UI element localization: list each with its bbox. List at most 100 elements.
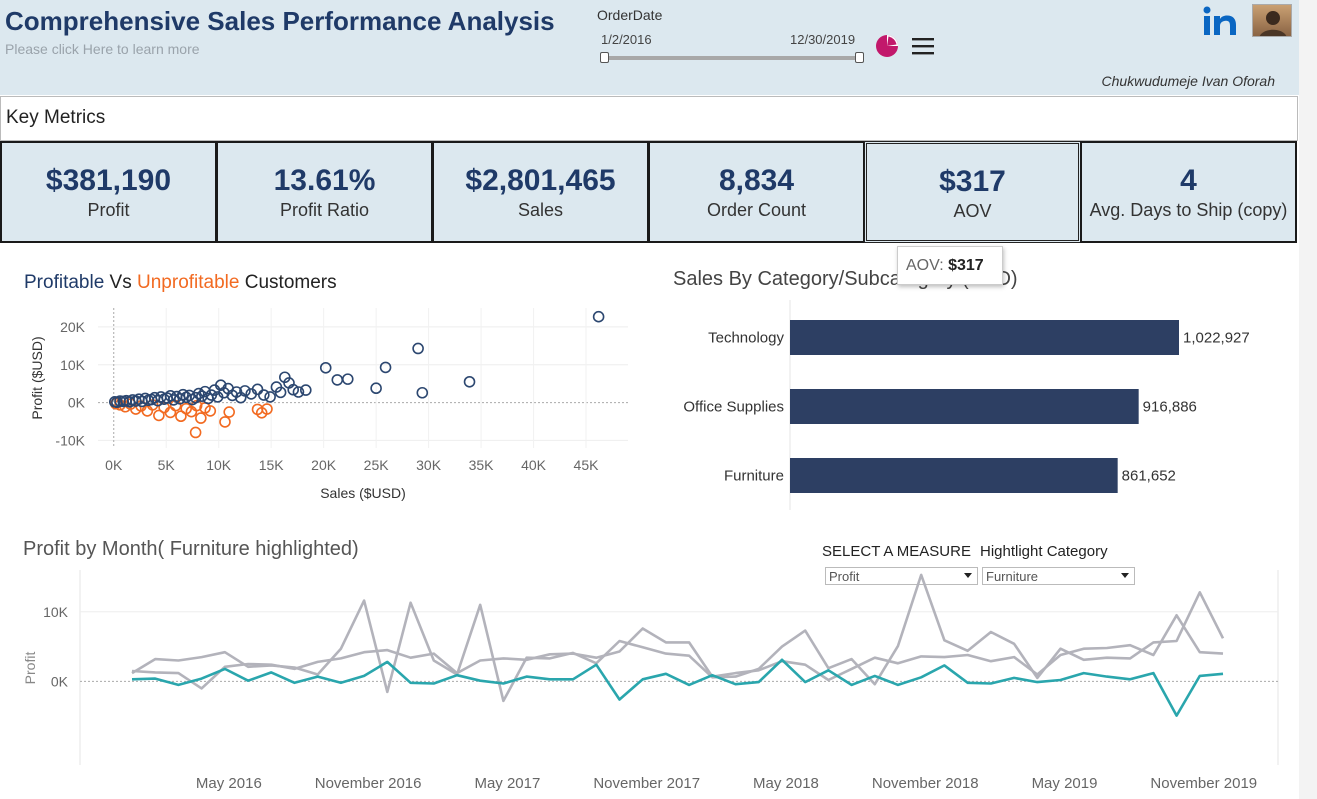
scrollbar[interactable]	[1299, 0, 1317, 799]
kpi-value: $381,190	[45, 164, 172, 197]
select-measure-label: SELECT A MEASURE	[822, 543, 971, 560]
dashboard-header: Comprehensive Sales Performance Analysis…	[0, 0, 1299, 95]
bar-value-label: 916,886	[1143, 399, 1197, 416]
bar-category-label: Office Supplies	[683, 399, 784, 416]
order-date-slider-track[interactable]	[605, 56, 860, 60]
measure-dropdown[interactable]: Profit	[825, 567, 978, 585]
menu-icon[interactable]	[911, 36, 935, 56]
category-dropdown[interactable]: Furniture	[982, 567, 1135, 585]
profitable-point	[258, 389, 270, 401]
unprofitable-point	[223, 406, 235, 418]
profitable-point	[370, 382, 382, 395]
kpi-card-sales[interactable]: $2,801,465 Sales	[432, 141, 649, 243]
kpi-card-profit[interactable]: $381,190 Profit	[0, 141, 217, 243]
kpi-card-avg-days-to-ship[interactable]: 4 Avg. Days to Ship (copy)	[1080, 141, 1297, 243]
x-axis-label: Sales ($USD)	[320, 485, 406, 501]
profitable-point	[192, 387, 205, 400]
y-tick-label: 20K	[60, 319, 86, 335]
profitable-point	[264, 391, 276, 403]
bar-chart[interactable]: Technology 1,022,927 Office Supplies 916,88…	[660, 300, 1300, 515]
profitable-point	[167, 394, 180, 406]
order-date-end: 12/30/2019	[790, 32, 856, 47]
order-date-end-handle[interactable]	[855, 52, 864, 63]
profitable-point	[331, 374, 344, 386]
line-chart[interactable]: 0K 10K Profit May 2016 November 2016 May 2017…	[0, 570, 1295, 799]
profitable-point	[287, 383, 300, 396]
profitable-point	[177, 388, 189, 401]
kpi-label: AOV	[953, 201, 992, 221]
x-tick-label: May 2017	[474, 775, 540, 792]
x-tick-label: 30K	[416, 457, 442, 473]
kpi-card-profit-ratio[interactable]: 13.61% Profit Ratio	[216, 141, 433, 243]
kpi-value: 8,834	[718, 164, 795, 197]
profitable-point	[239, 385, 251, 397]
profitable-point	[379, 361, 392, 374]
unprofitable-point	[189, 426, 202, 439]
unprofitable-point	[261, 403, 273, 415]
kpi-value: 13.61%	[273, 164, 376, 197]
unprofitable-point	[175, 410, 187, 423]
learn-more-link[interactable]: Please click Here to learn more	[5, 41, 200, 57]
bar-0	[790, 320, 1179, 355]
linkedin-icon[interactable]	[1203, 5, 1239, 37]
scatter-title-unprofitable: Unprofitable	[137, 272, 240, 293]
profitable-point	[274, 386, 287, 399]
scatter-title-vs: Vs	[104, 272, 138, 293]
y-tick-label: 0K	[51, 673, 69, 689]
unprofitable-point	[153, 409, 165, 422]
chevron-down-icon	[1121, 573, 1129, 578]
kpi-card-order-count[interactable]: 8,834 Order Count	[648, 141, 865, 243]
bar-2	[790, 458, 1118, 493]
y-axis-label: Profit	[22, 652, 38, 685]
scatter-title-customers: Customers	[239, 272, 337, 293]
scatter-chart[interactable]: -10K 0K 10K 20K 0K 5K 10K 15K 20K 25K 30K 35K 40K 45K…	[0, 300, 640, 510]
profitable-point	[319, 361, 332, 374]
chevron-down-icon	[964, 573, 972, 578]
kpi-value: $317	[939, 165, 1006, 198]
kpi-label: Profit Ratio	[279, 200, 370, 220]
measure-dropdown-value: Profit	[829, 569, 860, 584]
author-avatar[interactable]	[1252, 4, 1292, 37]
x-tick-label: 40K	[521, 457, 547, 473]
profitable-point	[416, 386, 429, 399]
key-metrics-bar: Key Metrics	[0, 96, 1298, 141]
profitable-point	[292, 386, 305, 398]
y-tick-label: 10K	[60, 357, 86, 373]
x-tick-label: 45K	[574, 457, 600, 473]
bar-value-label: 1,022,927	[1183, 330, 1250, 347]
bar-category-label: Technology	[708, 330, 784, 347]
kpi-label: Profit	[87, 200, 130, 220]
y-axis-label: Profit ($USD)	[29, 336, 45, 419]
x-tick-label: 25K	[364, 457, 390, 473]
author-name: Chukwudumeje Ivan Oforah	[1101, 73, 1275, 89]
kpi-label: Order Count	[706, 200, 807, 220]
x-tick-label: May 2019	[1032, 775, 1098, 792]
scatter-title-profitable: Profitable	[24, 272, 105, 293]
profitable-point	[463, 375, 476, 388]
order-date-start: 1/2/2016	[601, 32, 652, 47]
bar-value-label: 861,652	[1122, 468, 1176, 485]
profitable-point	[592, 310, 605, 323]
bar-1	[790, 389, 1139, 424]
x-tick-label: 10K	[206, 457, 232, 473]
pie-chart-icon[interactable]	[875, 34, 899, 58]
kpi-card-aov[interactable]: $317 AOV	[864, 141, 1081, 243]
x-tick-label: 0K	[105, 457, 123, 473]
profitable-point	[412, 342, 424, 355]
aov-tooltip: AOV: $317	[897, 246, 1003, 285]
profitable-point	[251, 383, 264, 396]
series-line-furniture	[131, 658, 1224, 717]
x-tick-label: May 2016	[196, 775, 262, 792]
series-line-office-supplies	[131, 613, 1224, 690]
x-tick-label: November 2016	[315, 775, 422, 792]
x-tick-label: 35K	[469, 457, 495, 473]
series-line-technology	[131, 573, 1225, 703]
order-date-start-handle[interactable]	[600, 52, 609, 63]
tooltip-value: $317	[948, 257, 984, 274]
kpi-label: Avg. Days to Ship (copy)	[1089, 200, 1288, 220]
tooltip-label: AOV:	[906, 257, 949, 274]
x-tick-label: November 2018	[872, 775, 979, 792]
line-chart-title: Profit by Month( Furniture highlighted)	[23, 538, 359, 560]
unprofitable-point	[219, 416, 231, 428]
kpi-value: 4	[1180, 164, 1197, 197]
